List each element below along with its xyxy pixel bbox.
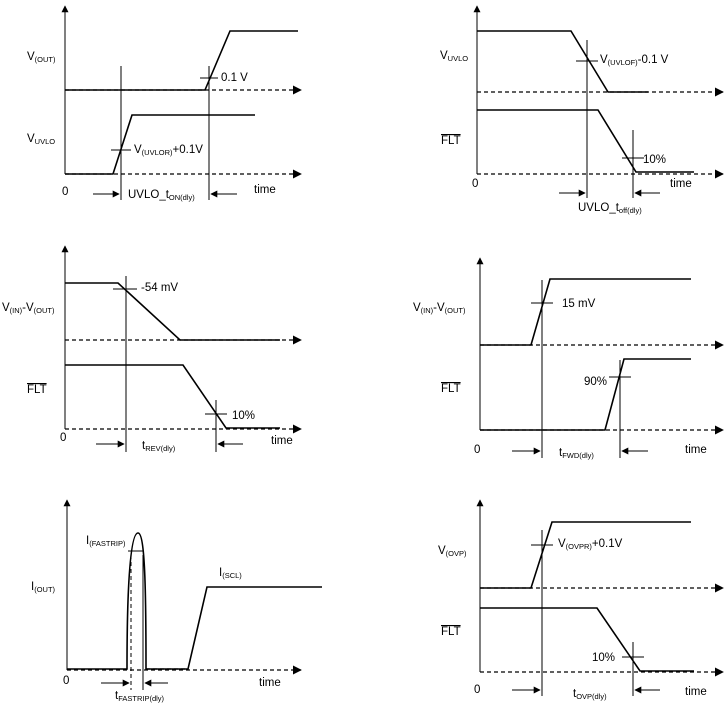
ann-10pct: 10% xyxy=(592,652,615,664)
uvlo-ton-delay-label: UVLO_tON(dly) xyxy=(128,189,195,202)
tfastrip-delay-label: tFASTRIP(dly) xyxy=(115,690,165,703)
vovp-waveform xyxy=(480,521,691,589)
vovp-label: V(OVP) xyxy=(438,545,467,558)
vin-vout-label: V(IN)-V(OUT) xyxy=(413,302,466,315)
vuvlo-waveform xyxy=(65,114,255,175)
ovp-timing-diagram: V(OVP) FLT V(OVPR)+0.1V 10% 0 time tOVP(… xyxy=(438,499,724,701)
time-label: time xyxy=(685,686,707,698)
ann-ovpr: V(OVPR)+0.1V xyxy=(558,538,623,551)
origin-label: 0 xyxy=(472,178,478,190)
uvlo-off-timing-diagram: VUVLO FLT V(UVLOF)-0.1 V 10% 0 time UVLO… xyxy=(440,5,724,215)
origin-label: 0 xyxy=(474,444,480,456)
ann-uvlor: V(UVLOR)+0.1V xyxy=(134,144,203,157)
fast-trip-timing-diagram: I(OUT) I(FASTRIP) I(SCL) 0 time tFASTRIP… xyxy=(31,499,322,703)
origin-label: 0 xyxy=(63,675,69,687)
tovp-delay-label: tOVP(dly) xyxy=(573,688,607,701)
time-label: time xyxy=(259,677,281,689)
vuvlo-label: VUVLO xyxy=(27,133,55,146)
time-label: time xyxy=(670,178,692,190)
flt-label: FLT xyxy=(27,384,47,396)
vout-waveform xyxy=(65,30,298,91)
vout-label: V(OUT) xyxy=(27,51,56,64)
trev-delay-label: tREV(dly) xyxy=(142,440,176,453)
vin-vout-label: V(IN)-V(OUT) xyxy=(2,302,55,315)
uvlo-toff-delay-label: UVLO_toff(dly) xyxy=(578,202,642,215)
ann-10pct: 10% xyxy=(643,154,666,166)
tfwd-delay-label: tFWD(dly) xyxy=(559,447,594,460)
ann-uvlof: V(UVLOF)-0.1 V xyxy=(600,54,669,67)
iscl-label: I(SCL) xyxy=(219,567,242,580)
flt-label: FLT xyxy=(441,135,461,147)
time-label: time xyxy=(254,184,276,196)
flt-label: FLT xyxy=(441,383,461,395)
reverse-current-timing-diagram: V(IN)-V(OUT) FLT -54 mV 10% 0 time tREV(… xyxy=(2,245,302,453)
ann-15mv: 15 mV xyxy=(562,298,596,310)
uvlo-on-timing-diagram: V(OUT) VUVLO 0.1 V V(UVLOR)+0.1V 0 time … xyxy=(27,5,302,202)
time-label: time xyxy=(685,444,707,456)
origin-label: 0 xyxy=(62,186,68,198)
origin-label: 0 xyxy=(474,684,480,696)
ann-90pct: 90% xyxy=(584,376,607,388)
ann-10pct: 10% xyxy=(232,410,255,422)
flt-label: FLT xyxy=(441,626,461,638)
vin-vout-waveform xyxy=(480,278,691,346)
flt-waveform xyxy=(480,607,694,672)
origin-label: 0 xyxy=(60,432,66,444)
ann-0p1v: 0.1 V xyxy=(221,72,248,84)
time-label: time xyxy=(271,435,293,447)
ifastrip-label: I(FASTRIP) xyxy=(86,535,126,548)
flt-waveform xyxy=(477,109,694,173)
vuvlo-label: VUVLO xyxy=(440,50,468,63)
flt-waveform xyxy=(480,358,691,431)
flt-waveform xyxy=(65,364,280,429)
iout-waveform xyxy=(67,532,322,670)
iout-label: I(OUT) xyxy=(31,581,56,594)
vin-vout-waveform xyxy=(65,282,280,341)
forward-current-timing-diagram: V(IN)-V(OUT) FLT 15 mV 90% 0 time tFWD(d… xyxy=(413,257,724,460)
ann-minus-54mv: -54 mV xyxy=(141,282,178,294)
